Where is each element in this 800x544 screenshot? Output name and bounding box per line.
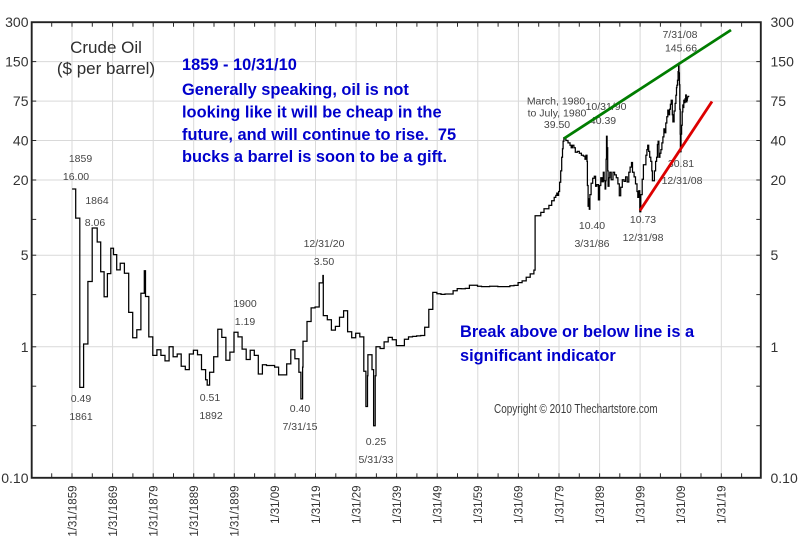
- svg-text:bucks a barrel is soon to be a: bucks a barrel is soon to be a gift.: [182, 148, 447, 166]
- svg-text:Break above or below line is a: Break above or below line is a: [460, 323, 695, 341]
- svg-text:8.06: 8.06: [85, 217, 106, 229]
- svg-text:Generally speaking, oil is not: Generally speaking, oil is not: [182, 81, 409, 99]
- svg-text:1/31/09: 1/31/09: [270, 486, 282, 524]
- svg-text:20: 20: [771, 172, 787, 188]
- svg-text:40: 40: [13, 133, 29, 149]
- svg-text:1/31/69: 1/31/69: [514, 486, 526, 524]
- svg-text:1/31/39: 1/31/39: [392, 486, 404, 524]
- svg-text:40: 40: [771, 133, 787, 149]
- svg-text:Crude Oil: Crude Oil: [70, 38, 142, 57]
- svg-text:1/31/29: 1/31/29: [351, 486, 363, 524]
- svg-text:0.25: 0.25: [366, 436, 387, 448]
- svg-text:($ per barrel): ($ per barrel): [57, 59, 155, 78]
- svg-text:1/31/1899: 1/31/1899: [230, 486, 242, 537]
- svg-text:1/31/19: 1/31/19: [311, 486, 323, 524]
- svg-text:20: 20: [13, 172, 29, 188]
- svg-text:future, and will continue to r: future, and will continue to rise. 75: [182, 126, 456, 144]
- svg-text:150: 150: [771, 54, 795, 70]
- svg-text:1/31/1889: 1/31/1889: [189, 486, 201, 537]
- svg-text:March, 1980: March, 1980: [527, 96, 586, 108]
- svg-text:16.00: 16.00: [63, 171, 89, 183]
- svg-text:75: 75: [13, 93, 29, 109]
- svg-text:150: 150: [5, 54, 29, 70]
- svg-text:1859 - 10/31/10: 1859 - 10/31/10: [182, 56, 297, 74]
- svg-text:1892: 1892: [199, 410, 223, 422]
- svg-text:0.10: 0.10: [771, 470, 798, 486]
- svg-text:0.51: 0.51: [200, 392, 221, 404]
- svg-text:3/31/86: 3/31/86: [574, 238, 609, 250]
- svg-text:75: 75: [771, 93, 787, 109]
- svg-text:1: 1: [771, 339, 779, 355]
- svg-text:looking like it will be cheap: looking like it will be cheap in the: [182, 104, 442, 122]
- svg-text:1/31/1879: 1/31/1879: [149, 486, 161, 537]
- svg-text:5/31/33: 5/31/33: [358, 454, 393, 466]
- svg-text:1/31/99: 1/31/99: [635, 486, 647, 524]
- svg-text:1/31/09: 1/31/09: [676, 486, 688, 524]
- svg-text:10.73: 10.73: [630, 214, 656, 226]
- svg-text:300: 300: [5, 14, 29, 30]
- svg-text:0.10: 0.10: [1, 470, 28, 486]
- svg-text:7/31/08: 7/31/08: [662, 29, 697, 41]
- svg-text:5: 5: [771, 247, 779, 263]
- svg-text:1/31/1869: 1/31/1869: [108, 486, 120, 537]
- svg-text:12/31/98: 12/31/98: [623, 232, 664, 244]
- svg-text:40.39: 40.39: [590, 115, 616, 127]
- svg-text:1/31/1859: 1/31/1859: [67, 486, 79, 537]
- svg-text:1/31/89: 1/31/89: [595, 486, 607, 524]
- svg-text:1/31/59: 1/31/59: [473, 485, 485, 523]
- svg-text:300: 300: [771, 14, 795, 30]
- svg-text:1/31/19: 1/31/19: [717, 486, 729, 524]
- svg-text:1900: 1900: [233, 298, 257, 310]
- svg-text:0.40: 0.40: [290, 403, 311, 415]
- svg-text:39.50: 39.50: [544, 119, 570, 131]
- svg-text:1/31/79: 1/31/79: [554, 486, 566, 524]
- svg-text:1/31/49: 1/31/49: [433, 486, 445, 524]
- svg-text:1861: 1861: [69, 411, 93, 423]
- svg-text:12/31/08: 12/31/08: [662, 175, 703, 187]
- svg-text:to July, 1980: to July, 1980: [528, 108, 587, 120]
- svg-text:1.19: 1.19: [235, 316, 256, 328]
- svg-text:12/31/20: 12/31/20: [304, 238, 345, 250]
- svg-text:1859: 1859: [69, 153, 93, 165]
- svg-text:145.66: 145.66: [665, 43, 697, 55]
- svg-text:7/31/15: 7/31/15: [282, 421, 317, 433]
- svg-text:0.49: 0.49: [71, 393, 92, 405]
- svg-text:1: 1: [21, 339, 29, 355]
- svg-text:Copyright © 2010 Thechartstore: Copyright © 2010 Thechartstore.com: [494, 403, 658, 416]
- svg-text:1864: 1864: [85, 195, 109, 207]
- svg-text:30.81: 30.81: [668, 158, 694, 170]
- svg-text:5: 5: [21, 247, 29, 263]
- svg-text:significant indicator: significant indicator: [460, 347, 616, 365]
- svg-text:3.50: 3.50: [314, 256, 335, 268]
- svg-text:10.40: 10.40: [579, 220, 605, 232]
